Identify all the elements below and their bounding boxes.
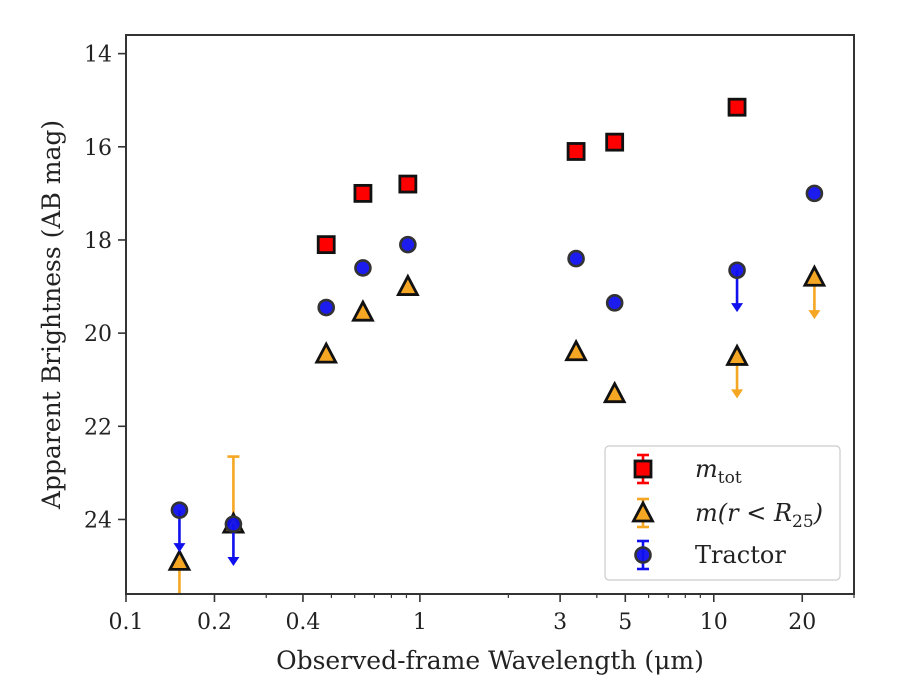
data-point-circle	[354, 259, 372, 277]
x-tick-label: 0.2	[197, 610, 232, 635]
legend-label: Tractor	[695, 541, 786, 569]
x-tick-label: 3	[553, 610, 567, 635]
x-tick-label: 10	[700, 610, 728, 635]
y-tick-label: 22	[84, 415, 112, 440]
legend-box	[604, 445, 841, 581]
series-square	[316, 97, 747, 255]
data-point-circle	[805, 184, 824, 203]
plot-area	[167, 97, 827, 594]
data-point-circle	[399, 235, 417, 254]
data-point-triangle	[725, 343, 749, 366]
data-point-triangle	[167, 548, 192, 571]
y-tick-label: 16	[84, 136, 112, 161]
y-tick-label: 24	[84, 508, 112, 533]
data-point-triangle	[351, 299, 375, 322]
data-point-circle	[317, 298, 336, 317]
data-point-triangle	[602, 380, 627, 404]
data-point-square	[316, 235, 336, 255]
legend: mtot m(r < R25) Tractor	[604, 445, 841, 581]
legend-marker-square	[633, 459, 653, 479]
y-tick-label: 20	[84, 322, 112, 347]
data-point-circle	[170, 501, 189, 519]
x-tick-label: 20	[788, 610, 816, 635]
legend-marker-triangle	[631, 500, 655, 523]
data-point-square	[605, 132, 625, 152]
x-tick-label: 0.4	[285, 610, 320, 635]
series-triangle	[167, 264, 827, 594]
data-marks	[167, 97, 827, 594]
data-point-triangle	[314, 341, 339, 364]
data-point-circle	[728, 261, 746, 280]
y-axis-title: Apparent Brightness (AB mag)	[37, 120, 66, 510]
x-tick-label: 1	[413, 610, 427, 635]
y-tick-label: 18	[84, 229, 112, 254]
legend-marker-circle	[634, 546, 652, 564]
x-axis-title: Observed-frame Wavelength (μm)	[276, 646, 704, 675]
data-point-triangle	[396, 273, 420, 296]
data-point-circle	[605, 294, 624, 312]
x-tick-label: 5	[618, 610, 632, 635]
data-point-triangle	[564, 338, 588, 362]
data-point-square	[398, 174, 418, 194]
axes: 0.1 0.2 0.4 1 3 5 10 20 14 16 18 20 22 24	[84, 34, 855, 635]
data-point-circle	[224, 515, 243, 533]
data-point-triangle	[802, 264, 827, 287]
data-point-square	[353, 183, 373, 203]
data-point-square	[727, 97, 747, 117]
y-tick-label: 14	[84, 43, 112, 68]
plot-frame	[125, 34, 855, 595]
x-tick-label: 0.1	[109, 610, 144, 635]
series-circle	[170, 184, 824, 567]
data-point-circle	[567, 249, 585, 268]
legend-label: mtot	[695, 455, 742, 488]
legend-label: m(r < R25)	[695, 499, 823, 532]
data-point-square	[566, 142, 586, 161]
